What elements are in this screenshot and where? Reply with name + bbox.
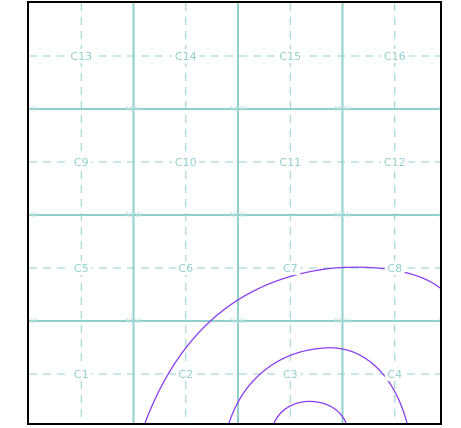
watermark-text: NEW	[230, 211, 247, 219]
watermark-text: NEW	[334, 105, 351, 113]
cell-label-bg	[71, 155, 92, 169]
contour-outer	[144, 266, 440, 423]
cell-label-c12: C12	[384, 156, 406, 169]
cell-label-bg	[67, 49, 95, 63]
cell-label-c2: C2	[178, 368, 193, 381]
cell-label-c8: C8	[387, 262, 402, 275]
cell-label-c13: C13	[70, 50, 92, 63]
watermark-text: NEW	[230, 105, 247, 113]
cell-label-bg	[172, 155, 200, 169]
cell-label-c11: C11	[279, 156, 301, 169]
cell-label-c5: C5	[74, 262, 89, 275]
cell-label-bg	[71, 367, 92, 381]
watermark-text: NEW	[334, 317, 351, 325]
label-layer: NEW NEW NEW NEW NEW NEW NEW NEW NEW NEW NEW NEW NEW N…	[29, 49, 440, 381]
cell-label-bg	[172, 49, 200, 63]
cell-label-c10: C10	[175, 156, 197, 169]
cell-label-bg	[276, 155, 304, 169]
cell-label-c16: C16	[384, 50, 406, 63]
cell-label-bg	[384, 261, 405, 275]
cell-label-bg	[280, 261, 301, 275]
watermark-text: NEW	[334, 211, 351, 219]
cell-label-c15: C15	[279, 50, 301, 63]
watermark-text: NEW	[230, 317, 247, 325]
map-frame[interactable]: NEW NEW NEW NEW NEW NEW NEW NEW NEW NEW NEW NEW NEW N…	[27, 1, 442, 425]
cell-label-c14: C14	[175, 50, 197, 63]
map-canvas[interactable]: NEW NEW NEW NEW NEW NEW NEW NEW NEW NEW NEW NEW NEW N…	[29, 3, 440, 423]
contour-inner	[273, 400, 347, 423]
watermark-text: NEW	[29, 105, 37, 113]
cell-label-bg	[280, 367, 301, 381]
contour-layer	[144, 266, 440, 423]
cell-label-c3: C3	[283, 368, 298, 381]
cell-label-bg	[175, 261, 196, 275]
watermark-text: NEW	[439, 317, 440, 325]
cell-label-bg	[384, 367, 405, 381]
cell-label-c4: C4	[387, 368, 402, 381]
watermark-text: NEW	[125, 211, 142, 219]
cell-label-c6: C6	[178, 262, 193, 275]
cell-label-c1: C1	[74, 368, 89, 381]
cell-label-bg	[71, 261, 92, 275]
watermark-text: NEW	[439, 105, 440, 113]
cell-label-bg	[175, 367, 196, 381]
cell-label-c7: C7	[283, 262, 298, 275]
contour-middle	[228, 347, 408, 423]
watermark-text: NEW	[439, 211, 440, 219]
watermark-text: NEW	[29, 317, 37, 325]
cell-label-c9: C9	[74, 156, 89, 169]
cell-label-bg	[381, 155, 409, 169]
cell-label-bg	[381, 49, 409, 63]
cell-label-bg	[276, 49, 304, 63]
watermark-text: NEW	[125, 317, 142, 325]
watermark-text: NEW	[29, 211, 37, 219]
watermark-text: NEW	[125, 105, 142, 113]
